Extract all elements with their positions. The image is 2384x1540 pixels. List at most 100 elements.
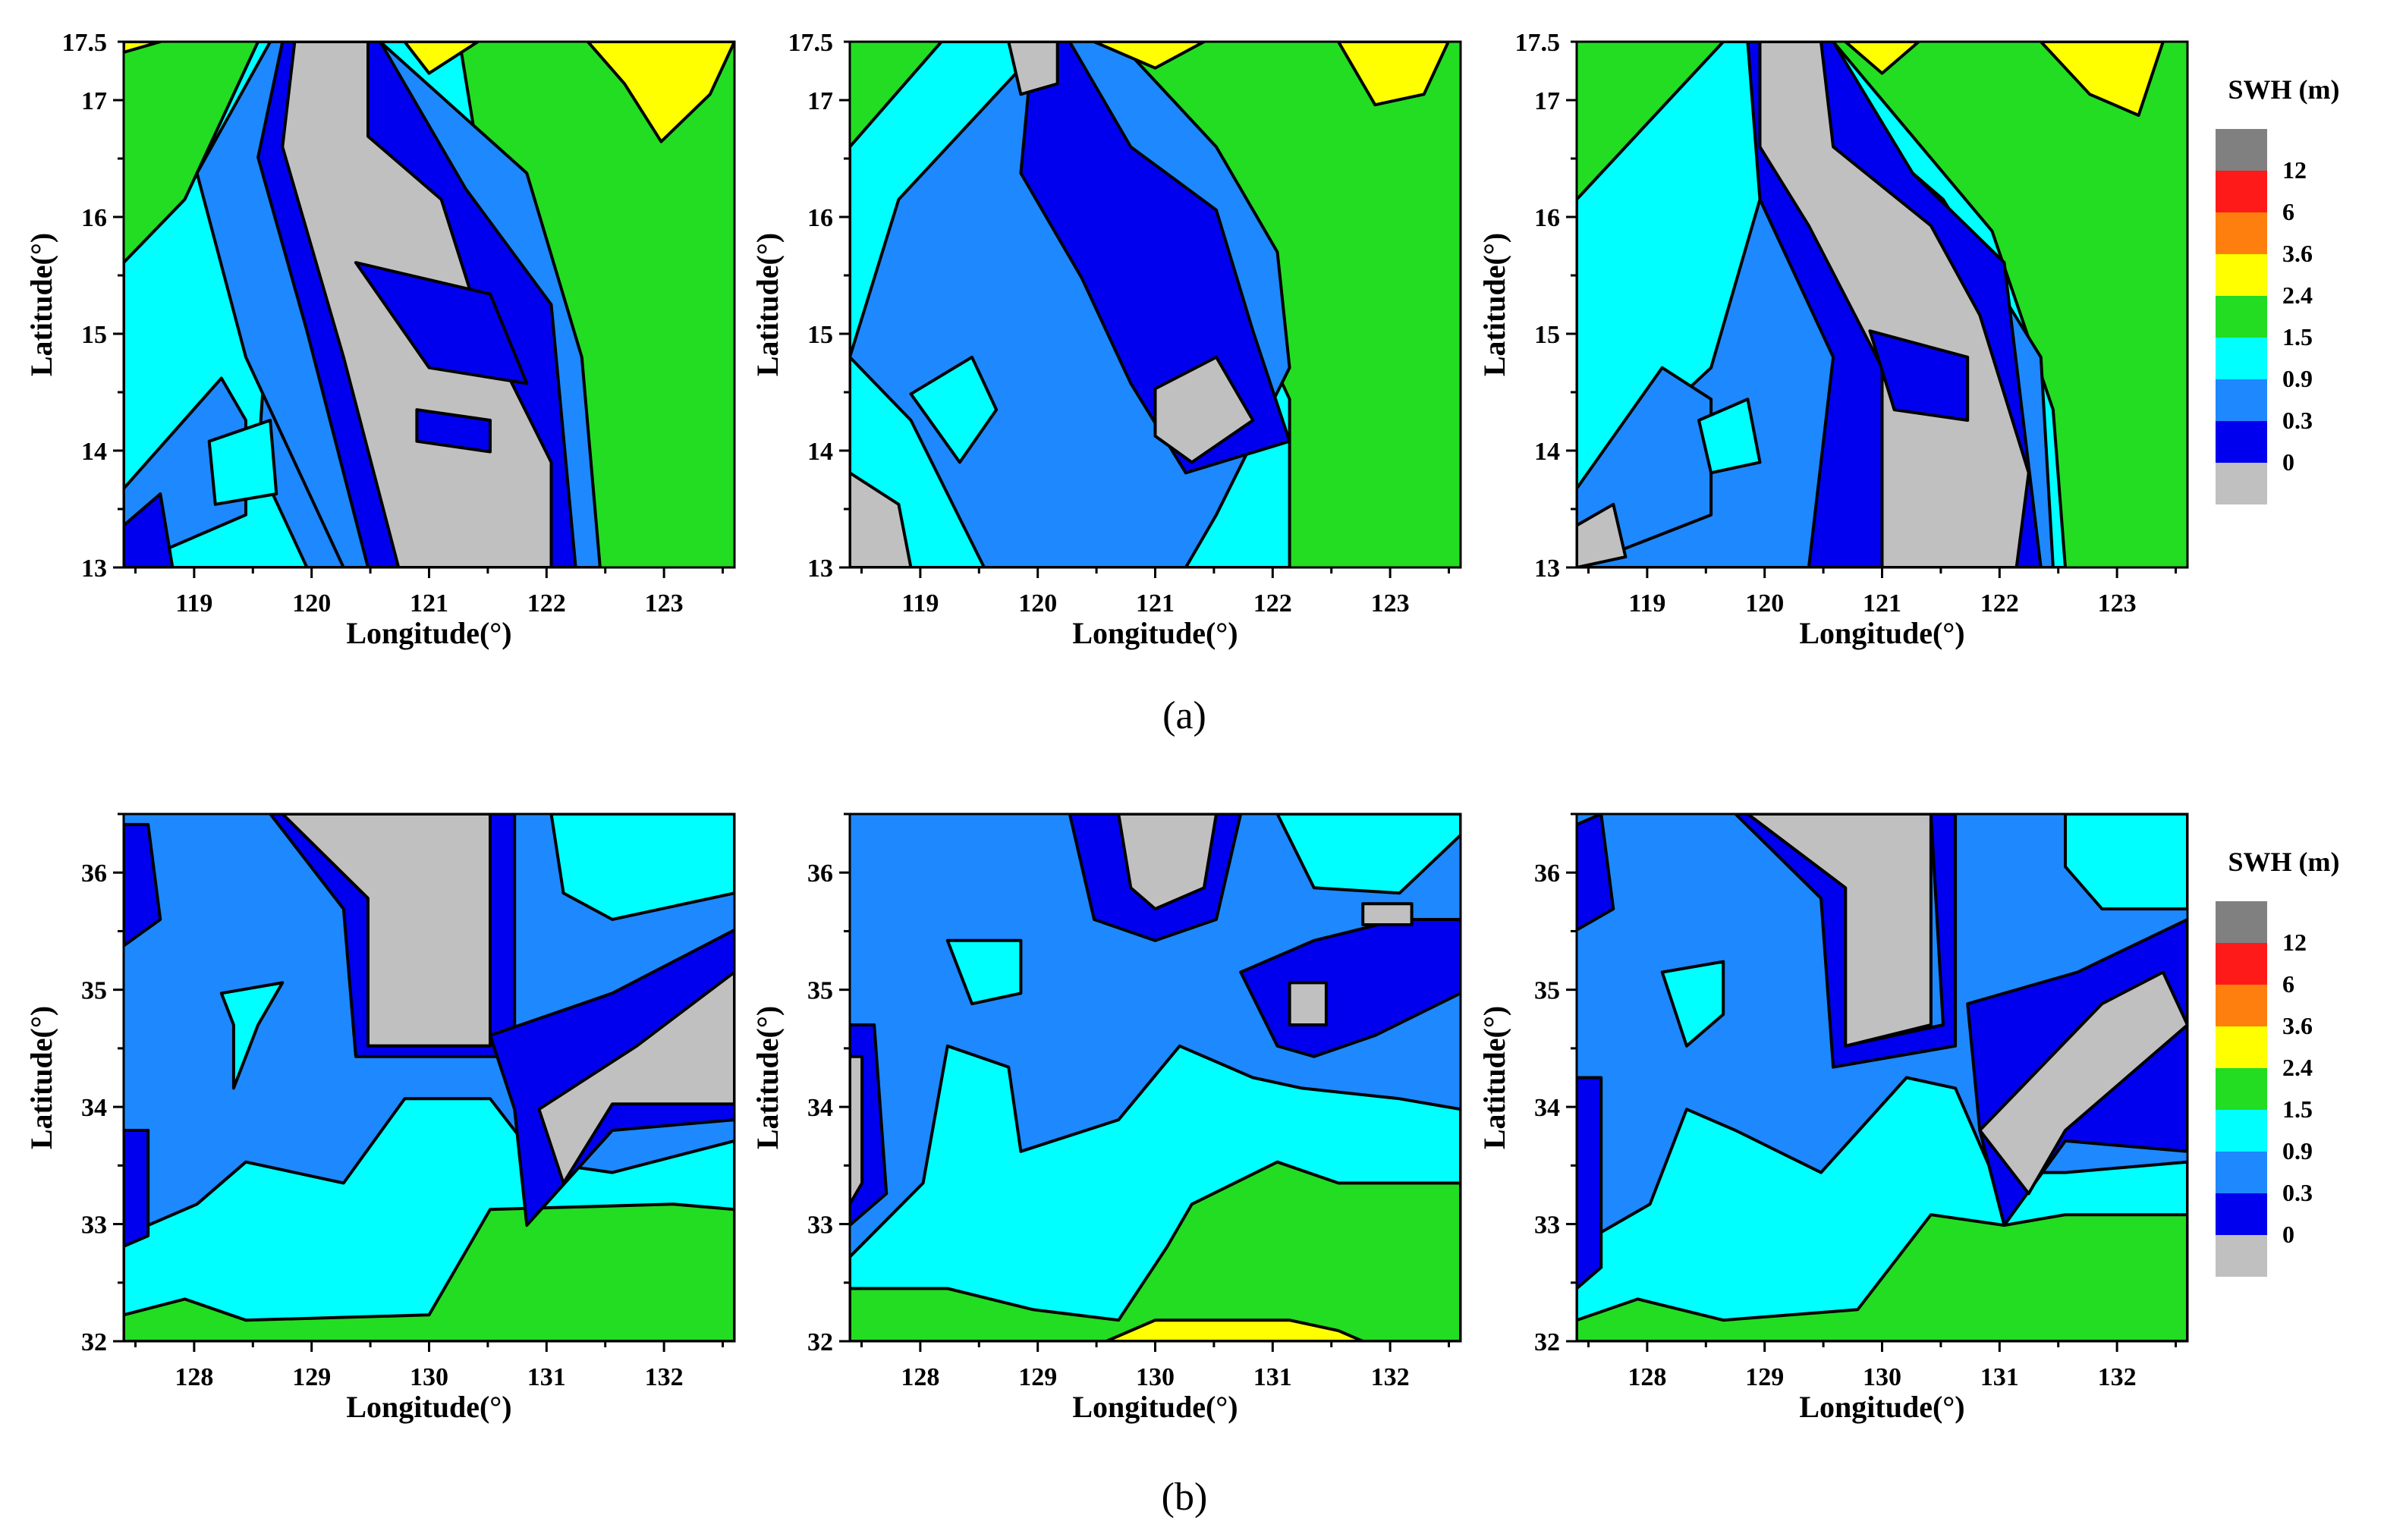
y-tick-label: 15 bbox=[1534, 321, 1560, 349]
contour-region bbox=[1697, 398, 1762, 475]
y-tick-label: 17 bbox=[807, 87, 833, 115]
legend-label: 12 bbox=[2282, 929, 2307, 956]
y-tick-label: 32 bbox=[1534, 1328, 1560, 1356]
contour-region bbox=[945, 938, 1023, 1006]
contour-region bbox=[1577, 502, 1628, 567]
legend-title: SWH (m) bbox=[2228, 847, 2340, 877]
x-tick-label: 129 bbox=[1018, 1363, 1057, 1391]
x-tick-label: 129 bbox=[1745, 1363, 1784, 1391]
legend-swatch bbox=[2216, 1235, 2267, 1277]
plot-b-panel-3: 128 129 130 131 132 32 33 34 35 36 Longitude(°) Lat… bbox=[1477, 812, 2189, 1424]
contour-region bbox=[219, 981, 285, 1090]
contour-fill bbox=[1577, 42, 2187, 567]
x-tick-label: 120 bbox=[292, 589, 331, 618]
x-tick-label: 128 bbox=[901, 1363, 939, 1391]
y-tick-label: 33 bbox=[1534, 1212, 1560, 1240]
x-axis-label: Longitude(°) bbox=[346, 1390, 511, 1424]
contour-fill bbox=[124, 42, 734, 567]
legend-label: 2.4 bbox=[2282, 281, 2313, 309]
contour-fill bbox=[850, 814, 1461, 1341]
x-axis-label: Longitude(°) bbox=[1799, 616, 1964, 650]
x-tick-label: 122 bbox=[527, 589, 566, 618]
legend-title: SWH (m) bbox=[2228, 74, 2340, 105]
plot-b-panel-2: 128 129 130 131 132 32 33 34 35 36 Longitude(°) Lat… bbox=[750, 812, 1462, 1424]
legend-label: 1.5 bbox=[2282, 1095, 2313, 1123]
x-tick-label: 123 bbox=[1371, 589, 1410, 618]
contour-region bbox=[1093, 42, 1206, 70]
x-tick-label: 129 bbox=[292, 1363, 331, 1391]
y-tick-label: 17 bbox=[81, 87, 107, 115]
y-tick-label: 15 bbox=[807, 321, 833, 349]
legend-a: SWH (m) 12 6 3.6 2.4 1.5 0.9 0.3 0 bbox=[2216, 74, 2340, 504]
y-axis-label: Latitude(°) bbox=[1477, 233, 1511, 376]
y-tick-label: 13 bbox=[807, 555, 833, 583]
x-axis-label: Longitude(°) bbox=[1799, 1390, 1964, 1424]
x-axis-label: Longitude(°) bbox=[346, 616, 511, 650]
y-tick-label: 17.5 bbox=[788, 29, 834, 57]
y-tick-label: 33 bbox=[81, 1212, 107, 1240]
legend-label: 0.9 bbox=[2282, 365, 2313, 392]
y-tick-label: 32 bbox=[807, 1328, 833, 1356]
contour-region bbox=[850, 1054, 864, 1206]
x-tick-label: 121 bbox=[410, 589, 448, 618]
legend-label: 0 bbox=[2282, 1221, 2294, 1248]
legend-swatch bbox=[2216, 379, 2267, 421]
legend-b: SWH (m) 12 6 3.6 2.4 1.5 0.9 0.3 0 bbox=[2216, 847, 2340, 1277]
contour-fill bbox=[124, 814, 734, 1341]
x-tick-label: 130 bbox=[1136, 1363, 1175, 1391]
y-axis-label: Latitude(°) bbox=[24, 1006, 58, 1149]
legend-swatch bbox=[2216, 338, 2267, 379]
x-tick-label: 130 bbox=[410, 1363, 448, 1391]
x-tick-label: 122 bbox=[1980, 589, 2019, 618]
legend-swatch bbox=[2216, 254, 2267, 296]
y-tick-label: 32 bbox=[81, 1328, 107, 1356]
caption-a: (a) bbox=[1162, 694, 1206, 737]
contour-region bbox=[207, 419, 278, 506]
y-axis-label: Latitude(°) bbox=[1477, 1006, 1511, 1149]
contour-region bbox=[1153, 355, 1255, 464]
legend-label: 3.6 bbox=[2282, 240, 2313, 267]
y-tick-label: 36 bbox=[807, 860, 833, 888]
y-tick-label: 17.5 bbox=[62, 29, 108, 57]
contour-region bbox=[1734, 814, 1958, 1069]
legend-swatch bbox=[2216, 1110, 2267, 1152]
contour-region bbox=[269, 814, 517, 1058]
y-tick-label: 16 bbox=[1534, 204, 1560, 232]
x-tick-label: 119 bbox=[1628, 589, 1665, 618]
contour-region bbox=[1577, 814, 1615, 932]
contour-region bbox=[124, 492, 175, 567]
legends-layer: SWH (m) 12 6 3.6 2.4 1.5 0.9 0.3 0 SWH (m) 12 6 3.6 2… bbox=[2216, 74, 2340, 1277]
legend-swatch bbox=[2216, 129, 2267, 171]
contour-region bbox=[537, 970, 734, 1185]
contour-region bbox=[1105, 1318, 1365, 1341]
y-tick-label: 14 bbox=[81, 438, 107, 466]
plot-a-panel-3: 119 120 121 122 123 13 14 15 16 17 17.5 Longitude(°… bbox=[1477, 29, 2189, 650]
legend-swatch bbox=[2216, 943, 2267, 985]
y-tick-label: 36 bbox=[81, 860, 107, 888]
y-tick-label: 35 bbox=[81, 977, 107, 1005]
y-tick-label: 35 bbox=[807, 977, 833, 1005]
contour-region bbox=[1868, 329, 1970, 422]
legend-label: 12 bbox=[2282, 156, 2307, 184]
y-axis-label: Latitude(°) bbox=[24, 233, 58, 376]
y-tick-label: 34 bbox=[807, 1094, 833, 1122]
legend-swatch bbox=[2216, 1193, 2267, 1235]
legend-swatch bbox=[2216, 421, 2267, 463]
y-tick-label: 13 bbox=[81, 555, 107, 583]
contour-region bbox=[1361, 902, 1414, 926]
y-tick-label: 33 bbox=[807, 1212, 833, 1240]
plot-a-panel-1: 119 120 121 122 123 13 14 15 16 17 17.5 Longitude(°… bbox=[24, 29, 736, 650]
x-tick-label: 123 bbox=[2098, 589, 2137, 618]
y-tick-label: 15 bbox=[81, 321, 107, 349]
caption-b: (b) bbox=[1162, 1476, 1208, 1519]
contour-region bbox=[1007, 42, 1059, 96]
legend-label: 0.3 bbox=[2282, 407, 2313, 434]
legend-swatch bbox=[2216, 985, 2267, 1026]
contour-region bbox=[1844, 42, 1920, 75]
contour-region bbox=[850, 471, 913, 567]
legend-label: 1.5 bbox=[2282, 323, 2313, 350]
legend-swatch bbox=[2216, 463, 2267, 504]
legend-label: 0.9 bbox=[2282, 1137, 2313, 1164]
x-tick-label: 131 bbox=[527, 1363, 566, 1391]
